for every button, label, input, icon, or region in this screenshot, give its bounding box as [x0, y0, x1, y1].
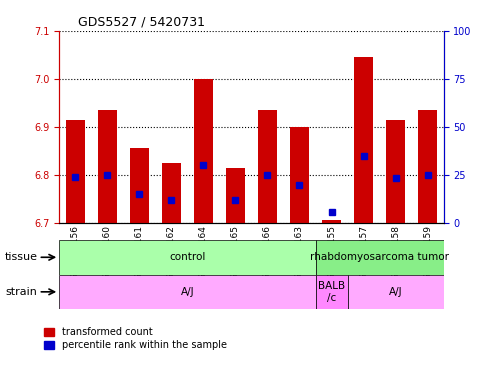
Text: strain: strain [5, 287, 37, 297]
FancyBboxPatch shape [59, 240, 316, 275]
Text: A/J: A/J [180, 287, 194, 297]
FancyBboxPatch shape [316, 275, 348, 309]
FancyBboxPatch shape [316, 240, 444, 275]
FancyBboxPatch shape [59, 275, 316, 309]
Text: control: control [169, 252, 206, 262]
Bar [290, 127, 309, 223]
Text: rhabdomyosarcoma tumor: rhabdomyosarcoma tumor [310, 252, 449, 262]
Text: BALB
/c: BALB /c [318, 281, 345, 303]
Bar [258, 110, 277, 223]
Bar [322, 220, 341, 223]
Bar [162, 163, 181, 223]
Legend: transformed count, percentile rank within the sample: transformed count, percentile rank withi… [44, 328, 227, 350]
Text: GDS5527 / 5420731: GDS5527 / 5420731 [78, 15, 206, 28]
Bar [130, 148, 149, 223]
Bar [354, 57, 373, 223]
Bar [66, 119, 85, 223]
Bar [386, 119, 405, 223]
Bar [226, 167, 245, 223]
Bar [194, 79, 213, 223]
Bar [418, 110, 437, 223]
FancyBboxPatch shape [348, 275, 444, 309]
Text: A/J: A/J [389, 287, 402, 297]
Bar [98, 110, 117, 223]
Text: tissue: tissue [5, 252, 38, 262]
